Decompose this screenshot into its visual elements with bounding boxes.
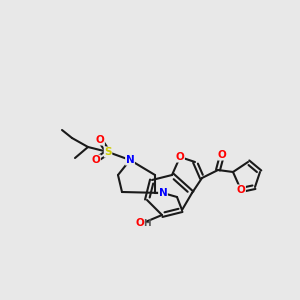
- Text: N: N: [159, 188, 167, 198]
- Text: O: O: [92, 155, 100, 165]
- Text: O: O: [96, 135, 104, 145]
- Text: S: S: [104, 147, 112, 157]
- Text: N: N: [126, 155, 134, 165]
- Text: O: O: [136, 218, 144, 228]
- Text: O: O: [176, 152, 184, 162]
- Text: O: O: [237, 185, 245, 195]
- Text: O: O: [218, 150, 226, 160]
- Text: H: H: [143, 218, 151, 227]
